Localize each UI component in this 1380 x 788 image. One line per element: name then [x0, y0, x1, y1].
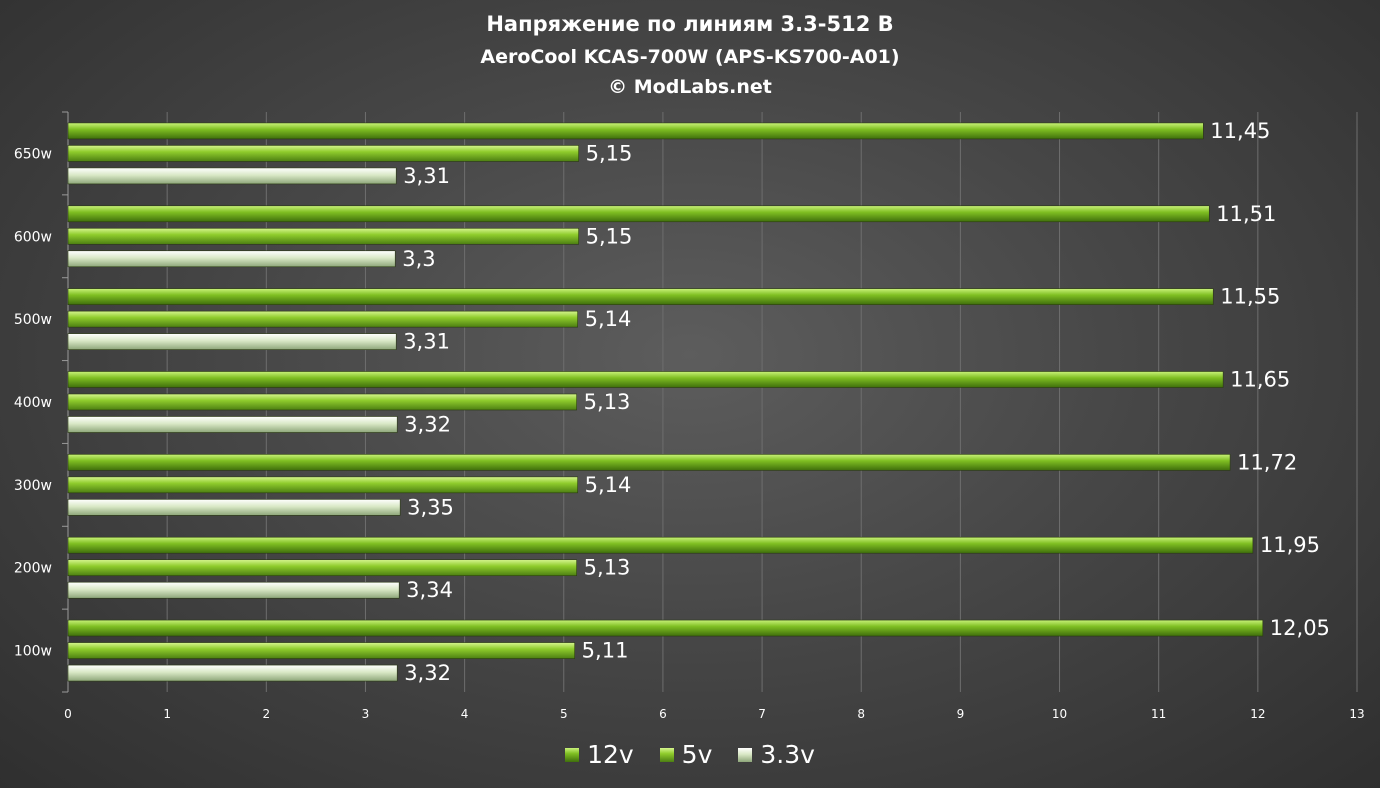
chart-credit: © ModLabs.net — [608, 76, 772, 98]
x-tick-label: 6 — [659, 707, 667, 721]
legend-swatch — [738, 747, 753, 762]
x-tick-label: 4 — [461, 707, 469, 721]
bar-33v-500w — [67, 333, 397, 350]
legend-item: 3.3v — [738, 740, 815, 769]
data-label: 12,05 — [1270, 616, 1330, 640]
data-label: 5,14 — [585, 307, 632, 331]
bar-12v-200w — [67, 536, 1254, 554]
bar-5v-400w — [67, 393, 577, 411]
legend-label: 5v — [681, 740, 713, 769]
x-tick-label: 13 — [1349, 707, 1364, 721]
data-label: 11,51 — [1216, 202, 1276, 226]
data-label: 3,34 — [406, 578, 453, 602]
data-label: 5,11 — [582, 639, 629, 663]
data-label: 5,15 — [586, 141, 633, 165]
bar-5v-500w — [67, 310, 578, 328]
data-label: 3,32 — [404, 661, 451, 685]
bar-33v-650w — [67, 167, 397, 185]
legend-label: 3.3v — [760, 740, 815, 769]
legend-item: 5v — [659, 740, 713, 769]
bar-5v-600w — [67, 227, 579, 245]
x-tick-label: 12 — [1250, 707, 1265, 721]
data-label: 11,95 — [1260, 533, 1320, 557]
bar-33v-400w — [67, 416, 398, 433]
data-label: 11,72 — [1237, 450, 1297, 474]
x-tick-label: 8 — [857, 707, 865, 721]
category-label: 100w — [14, 644, 52, 660]
category-label: 300w — [14, 478, 52, 494]
legend-swatch — [659, 747, 674, 762]
chart-subtitle: AeroCool KCAS-700W (APS-KS700-A01) — [480, 46, 900, 68]
category-label: 650w — [14, 146, 52, 162]
data-label: 3,31 — [403, 164, 450, 188]
data-label: 3,32 — [404, 413, 451, 437]
data-label: 5,14 — [585, 473, 632, 497]
data-label: 11,55 — [1220, 285, 1280, 309]
data-label: 5,13 — [584, 390, 631, 414]
x-tick-label: 3 — [362, 707, 370, 721]
data-label: 5,15 — [586, 224, 633, 248]
legend-swatch — [565, 747, 580, 762]
bar-12v-100w — [67, 619, 1264, 637]
category-label: 500w — [14, 312, 52, 328]
category-label: 200w — [14, 561, 52, 577]
data-label: 3,35 — [407, 495, 454, 519]
data-label: 3,3 — [402, 247, 435, 271]
data-label: 3,31 — [403, 330, 450, 354]
x-tick-label: 10 — [1052, 707, 1067, 721]
bar-33v-100w — [67, 664, 398, 682]
x-tick-label: 0 — [64, 707, 72, 721]
x-tick-label: 5 — [560, 707, 568, 721]
data-label: 5,13 — [584, 556, 631, 580]
bar-12v-600w — [67, 205, 1210, 223]
x-tick-label: 7 — [758, 707, 766, 721]
bar-5v-300w — [67, 476, 578, 494]
bar-5v-200w — [67, 559, 577, 577]
legend: 12v 5v 3.3v — [0, 740, 1380, 769]
x-tick-label: 1 — [163, 707, 171, 721]
chart-title: Напряжение по линиям 3.3-512 В — [486, 12, 894, 36]
bar-5v-100w — [67, 642, 575, 659]
x-tick-label: 9 — [957, 707, 965, 721]
bar-12v-300w — [67, 454, 1231, 471]
category-label: 400w — [14, 395, 52, 411]
bar-5v-650w — [67, 145, 579, 162]
bar-12v-400w — [67, 371, 1224, 388]
bar-33v-200w — [67, 581, 400, 599]
x-tick-label: 11 — [1151, 707, 1166, 721]
bar-12v-650w — [67, 122, 1204, 140]
data-label: 11,45 — [1210, 119, 1270, 143]
bar-12v-500w — [67, 288, 1214, 305]
data-label: 11,65 — [1230, 368, 1290, 392]
legend-item: 12v — [565, 740, 634, 769]
category-label: 600w — [14, 229, 52, 245]
bar-33v-300w — [67, 499, 401, 516]
x-tick-label: 2 — [262, 707, 270, 721]
bar-33v-600w — [67, 250, 396, 268]
legend-label: 12v — [587, 740, 634, 769]
